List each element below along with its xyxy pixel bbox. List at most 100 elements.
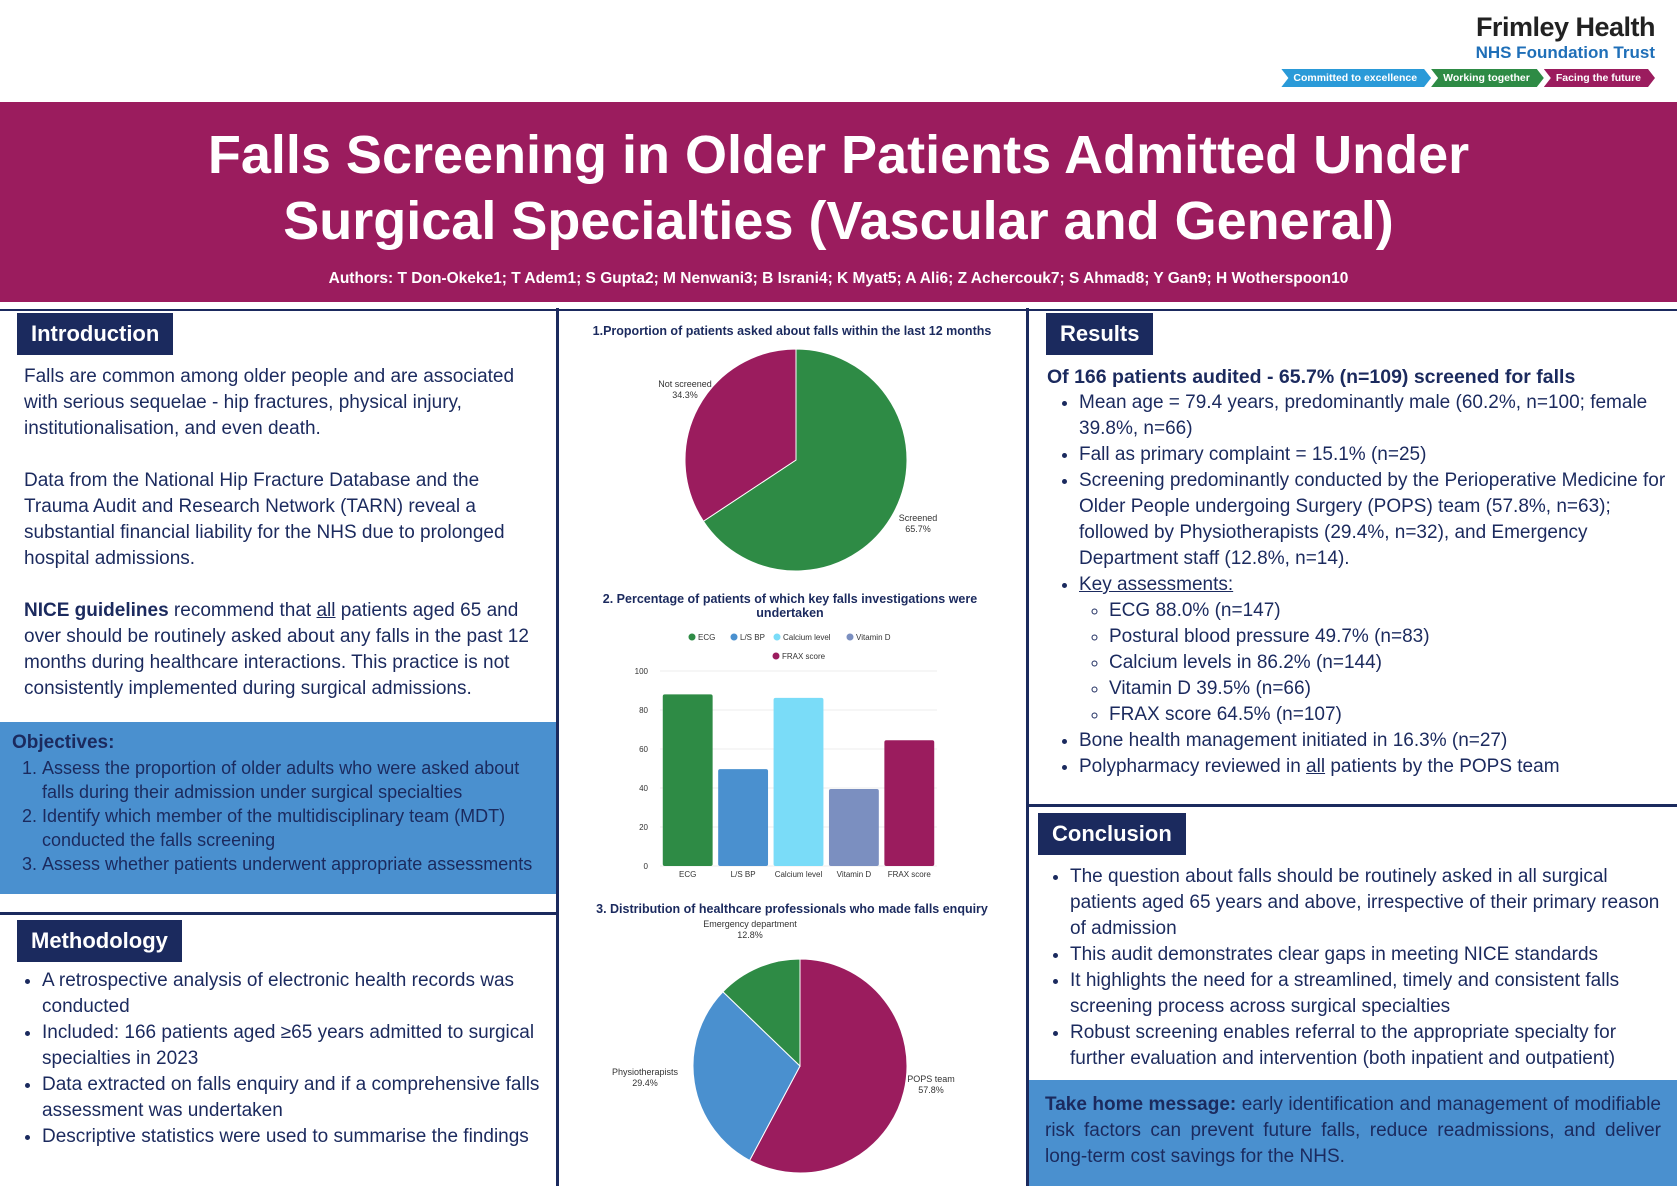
bar-frax-score: [884, 740, 935, 866]
y-tick-label: 60: [639, 745, 648, 754]
method-item: A retrospective analysis of electronic h…: [42, 968, 545, 1020]
chart1-title: 1.Proportion of patients asked about fal…: [592, 324, 992, 338]
conclusion-item: Robust screening enables referral to the…: [1070, 1020, 1668, 1072]
nice-bold: NICE guidelines: [24, 600, 169, 621]
key-label: Key assessments:: [1079, 574, 1234, 595]
trust-values: Committed to excellence Working together…: [1281, 69, 1655, 87]
legend-swatch: [772, 652, 780, 660]
pie-slice-pops-team: [748, 958, 908, 1174]
conclusion-item: This audit demonstrates clear gaps in me…: [1070, 942, 1668, 968]
section-divider: [0, 309, 1677, 311]
y-tick-label: 80: [639, 706, 648, 715]
legend-swatch: [688, 633, 696, 641]
bar-ecg: [662, 694, 713, 866]
y-tick-label: 0: [644, 862, 649, 871]
chart3-title: 3. Distribution of healthcare profession…: [596, 902, 988, 916]
pie-slice-screened: [702, 348, 908, 572]
y-tick-label: 20: [639, 823, 648, 832]
results-heading: Results: [1046, 313, 1154, 355]
logo-name: Frimley Health: [1475, 12, 1656, 42]
text: patients aged 65 and over should be rout…: [24, 600, 529, 699]
pie-slice-not-screened: [684, 348, 797, 522]
result-item: Mean age = 79.4 years, predominantly mal…: [1079, 390, 1667, 442]
result-item: Bone health management initiated in 16.3…: [1079, 728, 1667, 754]
slice-value: 34.3%: [672, 390, 698, 400]
legend-swatch: [773, 633, 781, 641]
text: all: [1306, 756, 1326, 777]
methodology-heading: Methodology: [17, 920, 182, 962]
section-divider: [1026, 804, 1677, 807]
take-home-box: Take home message: early identification …: [1029, 1080, 1677, 1186]
conclusion-item: The question about falls should be routi…: [1070, 864, 1668, 942]
column-divider: [1026, 308, 1029, 1186]
trust-logo: Frimley Health NHS Foundation Trust Comm…: [1281, 12, 1655, 87]
key-item: Calcium levels in 86.2% (n=144): [1109, 650, 1667, 676]
x-tick-label: ECG: [679, 870, 696, 879]
logo-subtitle: NHS Foundation Trust: [1475, 43, 1655, 62]
objective-item: Identify which member of the multidiscip…: [42, 804, 544, 852]
intro-paragraph: Data from the National Hip Fracture Data…: [24, 470, 505, 569]
title-banner: Falls Screening in Older Patients Admitt…: [0, 102, 1677, 302]
poster-title: Falls Screening in Older Patients Admitt…: [207, 125, 1470, 251]
pie-slice-emergency-department: [722, 958, 801, 1068]
legend-label: ECG: [698, 633, 715, 642]
x-tick-label: L/S BP: [731, 870, 756, 879]
key-item: FRAX score 64.5% (n=107): [1109, 702, 1667, 728]
legend-label: Calcium level: [783, 633, 831, 642]
slice-label: POPS team: [907, 1074, 955, 1084]
legend-label: L/S BP: [740, 633, 765, 642]
value-chevron: Facing the future: [1544, 69, 1655, 87]
slice-value: 29.4%: [632, 1078, 658, 1088]
text: patients by the POPS team: [1325, 756, 1560, 777]
objectives-heading: Objectives:: [12, 732, 115, 753]
method-item: Included: 166 patients aged ≥65 years ad…: [42, 1020, 545, 1072]
text: all: [316, 600, 336, 621]
key-item: Postural blood pressure 49.7% (n=83): [1109, 624, 1667, 650]
conclusion-item: It highlights the need for a streamlined…: [1070, 968, 1668, 1020]
slice-label: Emergency department: [703, 919, 797, 929]
objective-item: Assess the proportion of older adults wh…: [42, 756, 544, 804]
value-chevron: Committed to excellence: [1281, 69, 1431, 87]
introduction-heading: Introduction: [17, 313, 174, 355]
result-item: Polypharmacy reviewed in all patients by…: [1079, 754, 1667, 780]
methodology-list: A retrospective analysis of electronic h…: [20, 968, 545, 1150]
x-tick-label: Calcium level: [775, 870, 823, 879]
legend-swatch: [730, 633, 738, 641]
section-divider: [0, 912, 556, 915]
bar-vitamin-d: [828, 788, 879, 866]
slice-value: 65.7%: [905, 524, 931, 534]
slice-label: Not screened: [658, 379, 712, 389]
legend-label: FRAX score: [782, 652, 826, 661]
authors: Authors: T Don-Okeke1; T Adem1; S Gupta2…: [328, 270, 1349, 287]
text: Objectives: [12, 732, 109, 753]
slice-label: Screened: [899, 513, 938, 523]
result-item: Key assessments: ECG 88.0% (n=147) Postu…: [1079, 572, 1667, 728]
bar-l-s-bp: [718, 769, 769, 866]
objective-item: Assess whether patients underwent approp…: [42, 852, 544, 876]
text: Polypharmacy reviewed in: [1079, 756, 1307, 777]
take-home-label: Take home message:: [1045, 1094, 1237, 1115]
x-tick-label: Vitamin D: [837, 870, 872, 879]
key-item: Vitamin D 39.5% (n=66): [1109, 676, 1667, 702]
y-tick-label: 100: [635, 667, 649, 676]
pie-slice-physiotherapists: [692, 991, 801, 1162]
method-item: Descriptive statistics were used to summ…: [42, 1124, 545, 1150]
y-tick-label: 40: [639, 784, 648, 793]
results-body: Of 166 patients audited - 65.7% (n=109) …: [1047, 364, 1667, 780]
chart2-title: 2. Percentage of patients of which key f…: [602, 592, 978, 620]
legend-swatch: [846, 633, 854, 641]
x-tick-label: FRAX score: [888, 870, 932, 879]
legend-label: Vitamin D: [856, 633, 891, 642]
conclusion-list: The question about falls should be routi…: [1048, 864, 1668, 1072]
slice-value: 12.8%: [737, 930, 763, 940]
result-item: Screening predominantly conducted by the…: [1079, 468, 1667, 572]
column-divider: [556, 308, 559, 1186]
intro-paragraph: Falls are common among older people and …: [24, 366, 515, 439]
bar-calcium-level: [773, 697, 824, 866]
results-lead: Of 166 patients audited - 65.7% (n=109) …: [1047, 366, 1576, 388]
slice-label: Physiotherapists: [612, 1067, 679, 1077]
introduction-text: Falls are common among older people and …: [24, 364, 544, 702]
conclusion-heading: Conclusion: [1038, 813, 1186, 855]
